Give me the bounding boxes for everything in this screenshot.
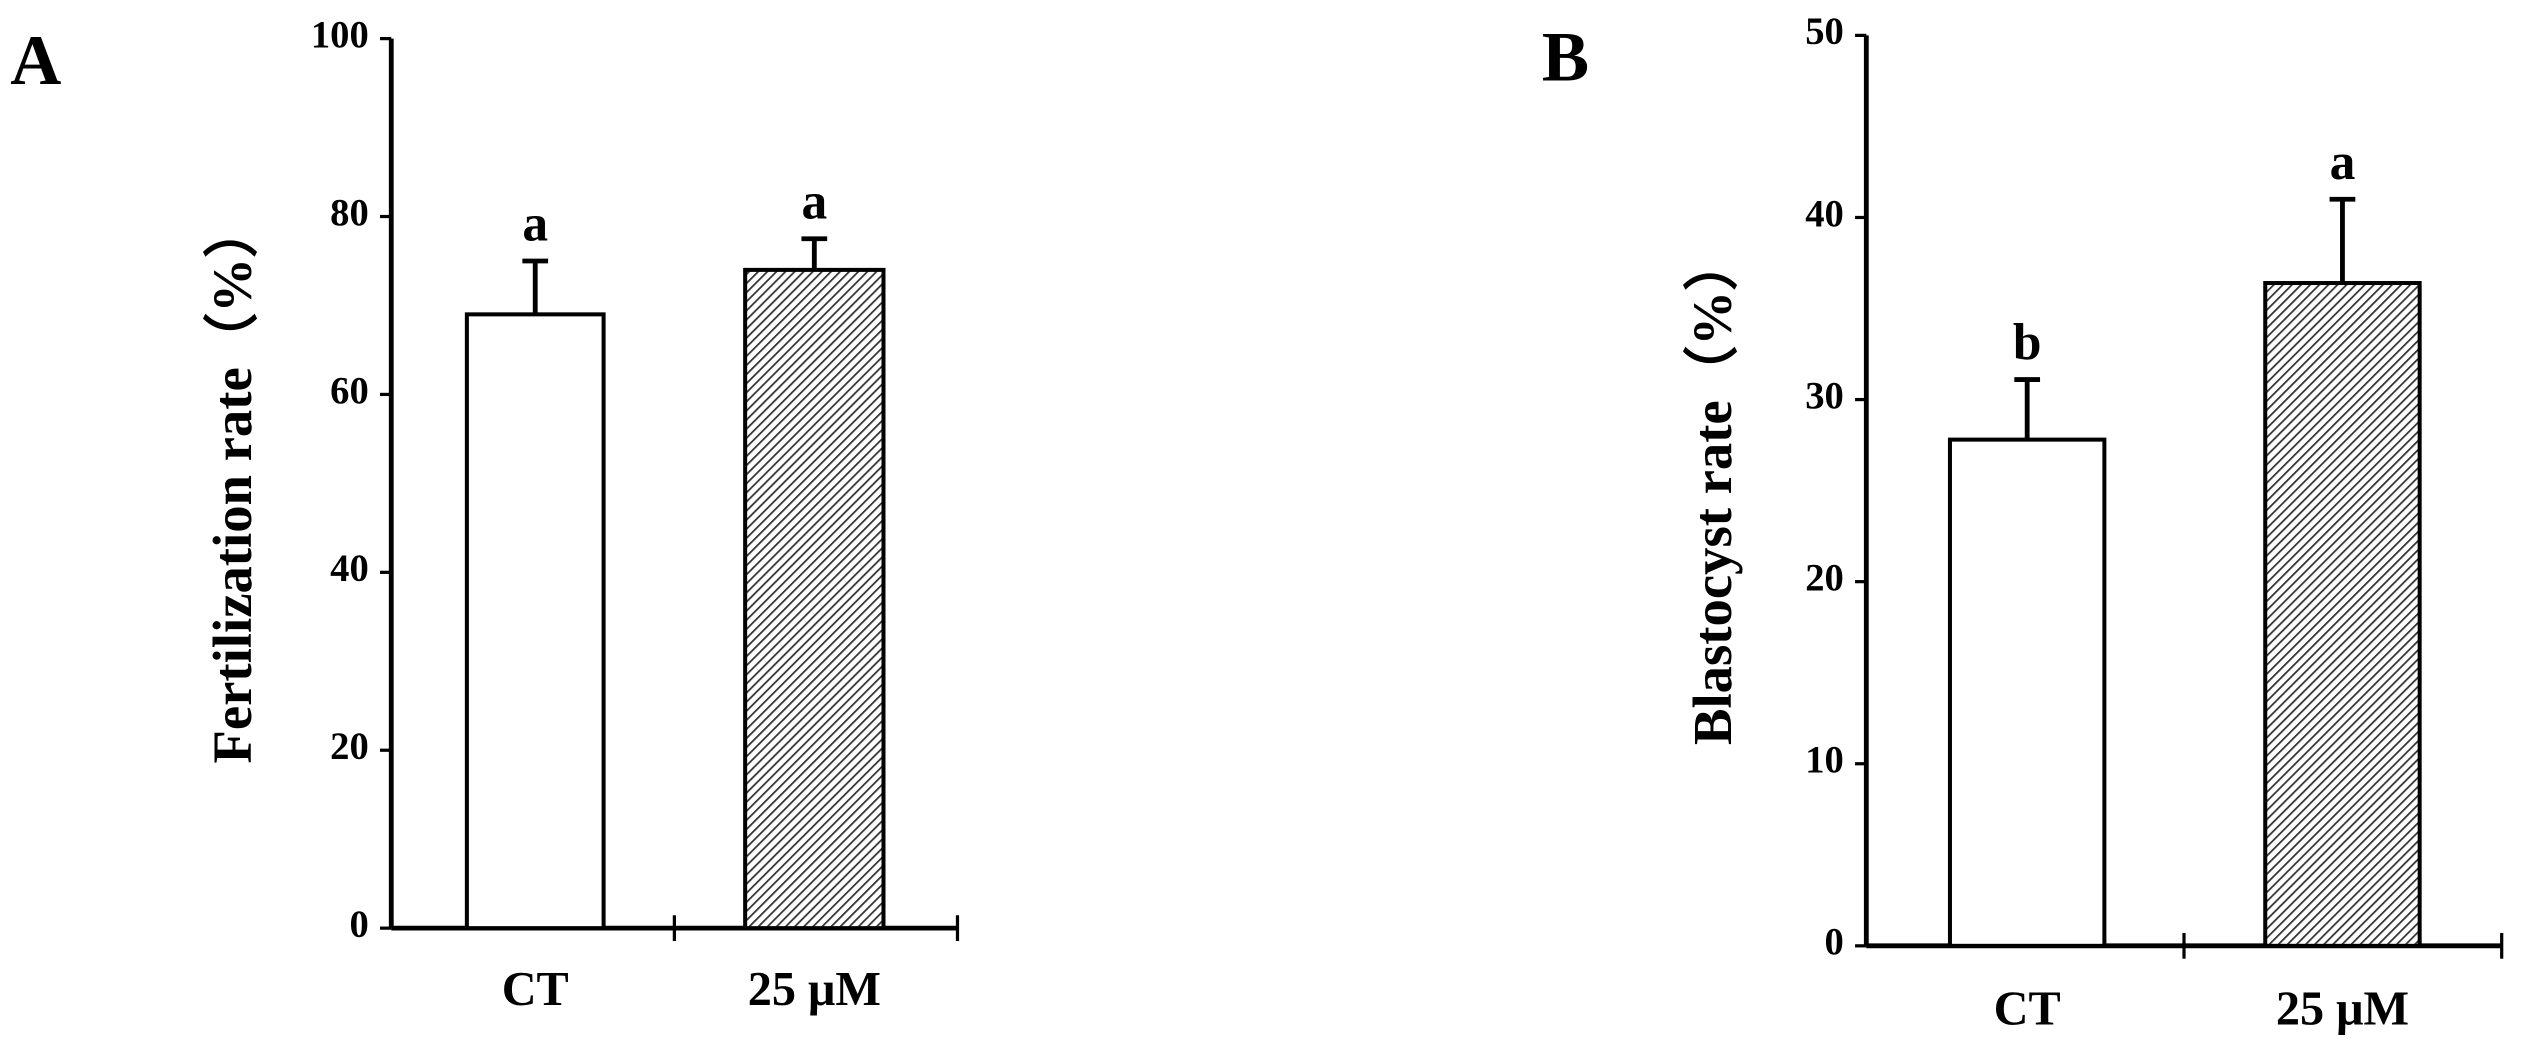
x-tick-label: 25 μM xyxy=(748,963,881,1016)
y-tick-label: 0 xyxy=(1825,922,1844,964)
x-tick-label: CT xyxy=(1994,982,2061,1035)
x-tick-label: CT xyxy=(502,963,569,1016)
x-tick-label: 25 μM xyxy=(2276,982,2409,1035)
y-tick-label: 30 xyxy=(1805,375,1844,417)
panel-label: B xyxy=(1542,19,1589,97)
y-axis-title: Blastocyst rate（%） xyxy=(1682,236,1743,745)
panel-label: A xyxy=(10,22,61,100)
y-tick-label: 50 xyxy=(1805,11,1844,53)
significance-letter: a xyxy=(2330,134,2356,191)
y-axis-title: Fertilization rate（%） xyxy=(202,203,263,763)
y-tick-label: 60 xyxy=(330,370,369,412)
y-tick-label: 10 xyxy=(1805,740,1844,782)
significance-letter: b xyxy=(2013,314,2042,371)
y-tick-label: 100 xyxy=(311,14,369,56)
bar xyxy=(743,267,886,931)
y-tick-label: 80 xyxy=(330,192,369,234)
significance-letter: a xyxy=(801,173,827,230)
bar xyxy=(2263,281,2422,948)
y-tick-label: 40 xyxy=(1805,193,1844,235)
y-tick-label: 0 xyxy=(349,904,368,946)
bar xyxy=(1947,437,2107,948)
y-tick-label: 40 xyxy=(330,548,369,590)
significance-letter: a xyxy=(522,196,548,253)
y-tick-label: 20 xyxy=(1805,558,1844,600)
bar xyxy=(464,312,606,931)
y-tick-label: 20 xyxy=(330,726,369,768)
